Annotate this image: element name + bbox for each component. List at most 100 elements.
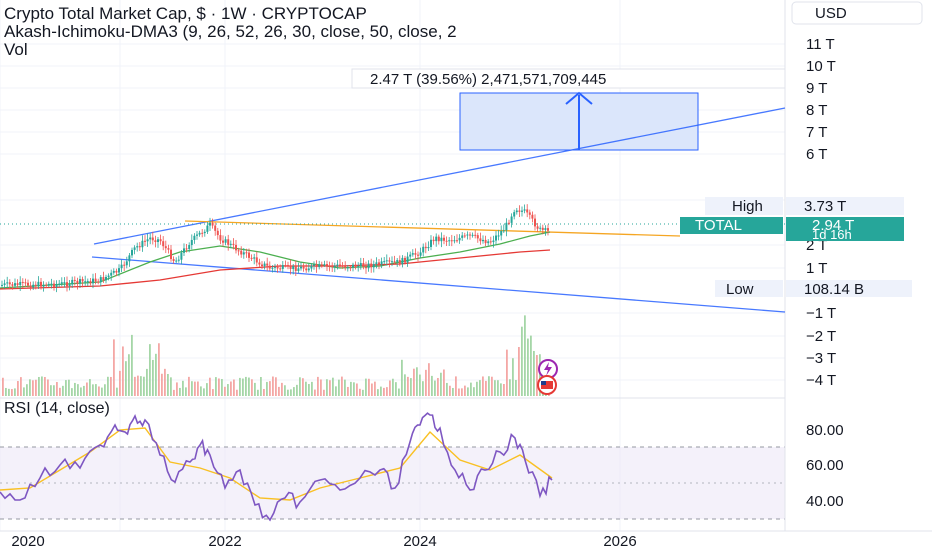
resistance-line[interactable] — [184, 220, 681, 237]
volume-bar — [89, 379, 91, 396]
volume-bar — [467, 387, 469, 396]
candle-body — [58, 283, 61, 285]
volume-bar — [251, 379, 253, 396]
time-axis[interactable]: 2020 2022 2024 2026 — [11, 533, 636, 550]
rsi-tick-label: 60.00 — [806, 457, 844, 474]
candle-body — [170, 249, 172, 260]
volume-bar — [419, 374, 421, 396]
lower-trendline[interactable] — [91, 256, 786, 313]
currency-button[interactable] — [791, 1, 923, 25]
volume-bar — [386, 387, 388, 396]
volume-bar — [173, 389, 175, 396]
event-icons[interactable] — [537, 359, 558, 395]
volume-bar — [29, 379, 31, 396]
measure-label: 2.47 T (39.56%) 2,471,571,709,445 — [370, 71, 606, 88]
volume-bar — [392, 378, 394, 396]
volume-bar — [320, 379, 322, 396]
volume-bar — [527, 338, 529, 396]
candle-body — [237, 250, 240, 252]
volume-bar — [224, 386, 226, 396]
candle-body — [531, 214, 534, 219]
volume-bar — [503, 384, 505, 396]
volume-bar — [236, 389, 238, 396]
price-tick-label: 11 T — [806, 36, 835, 53]
volume-bar — [461, 388, 463, 396]
time-tick-label: 2022 — [208, 533, 241, 550]
candle-body — [164, 246, 167, 249]
volume-bar — [209, 377, 211, 396]
lightning-glyph — [544, 362, 552, 376]
volume-label[interactable]: Vol — [4, 40, 28, 59]
candle-body — [409, 254, 412, 257]
candle-body — [430, 239, 432, 247]
volume-bar — [176, 382, 178, 396]
volume-bar — [5, 387, 7, 396]
indicator-label[interactable]: Akash-Ichimoku-DMA3 (9, 26, 52, 26, 30, … — [4, 22, 457, 41]
candle-body — [541, 227, 544, 230]
candle-body — [123, 264, 126, 266]
volume-bar — [218, 378, 220, 396]
candle-body — [349, 267, 352, 269]
candle-body — [336, 264, 339, 266]
candle-body — [469, 234, 471, 236]
volume-bar — [494, 380, 496, 396]
candle-body — [365, 266, 367, 269]
price-tick-label: −4 T — [806, 372, 836, 389]
chart-title: Crypto Total Market Cap, $ · 1W · CRYPTO… — [4, 4, 367, 23]
rsi-line — [0, 412, 553, 522]
volume-bar — [44, 376, 46, 396]
candle-body — [404, 257, 406, 263]
volume-bar — [119, 370, 121, 396]
volume-bar — [98, 386, 100, 396]
volume-bar — [455, 376, 457, 396]
candle-body — [133, 247, 136, 250]
candle-body — [396, 260, 399, 262]
candle-body — [261, 264, 263, 267]
candle-body — [63, 282, 66, 284]
high-value: 3.73 T — [804, 198, 846, 215]
volume-bar — [47, 379, 49, 396]
volume-bar — [197, 381, 199, 396]
price-tick-label: 2 T — [806, 237, 827, 254]
candle-body — [32, 284, 35, 288]
rsi-label[interactable]: RSI (14, close) — [4, 400, 110, 417]
volume-bar — [11, 389, 13, 396]
rsi-axis[interactable]: 80.00 60.00 40.00 — [806, 422, 844, 510]
volume-bar — [422, 381, 424, 396]
volume-bar — [344, 379, 346, 396]
candle-body — [250, 257, 253, 259]
candle-body — [391, 261, 393, 263]
candle-body — [50, 283, 53, 285]
price-badges: High 3.73 T TOTAL 2.94 T 1d 16h Low 108.… — [680, 197, 912, 298]
candle-body — [40, 281, 42, 287]
volume-bar — [215, 377, 217, 396]
candle-body — [84, 281, 87, 283]
candle-body — [489, 241, 492, 243]
candle-body — [380, 261, 383, 265]
candle-body — [315, 264, 318, 268]
volume-bar — [257, 389, 259, 396]
candle-body — [484, 239, 487, 244]
candle-body — [81, 279, 84, 282]
candle-body — [476, 235, 479, 239]
volume-bar — [20, 377, 22, 396]
candle-body — [437, 236, 440, 242]
candle-body — [393, 261, 396, 263]
candle-body — [401, 257, 404, 265]
candle-body — [497, 235, 500, 237]
volume-bar — [338, 379, 340, 396]
volume-bar — [389, 380, 391, 396]
candle-body — [287, 265, 289, 267]
price-axis[interactable]: 11 T 10 T 9 T 8 T 7 T 6 T 2 T 1 T −1 T −2 T −3 T −4… — [806, 36, 836, 389]
volume-bar — [485, 380, 487, 396]
candle-body — [276, 266, 279, 269]
price-tick-label: 6 T — [806, 146, 827, 163]
volume-bar — [110, 376, 112, 396]
candle-body — [141, 240, 144, 248]
candle-body — [136, 246, 139, 248]
measure-arrow-head — [565, 91, 593, 105]
volume-bar — [371, 383, 373, 396]
volume-bar — [137, 375, 139, 396]
volume-bars — [2, 315, 550, 396]
